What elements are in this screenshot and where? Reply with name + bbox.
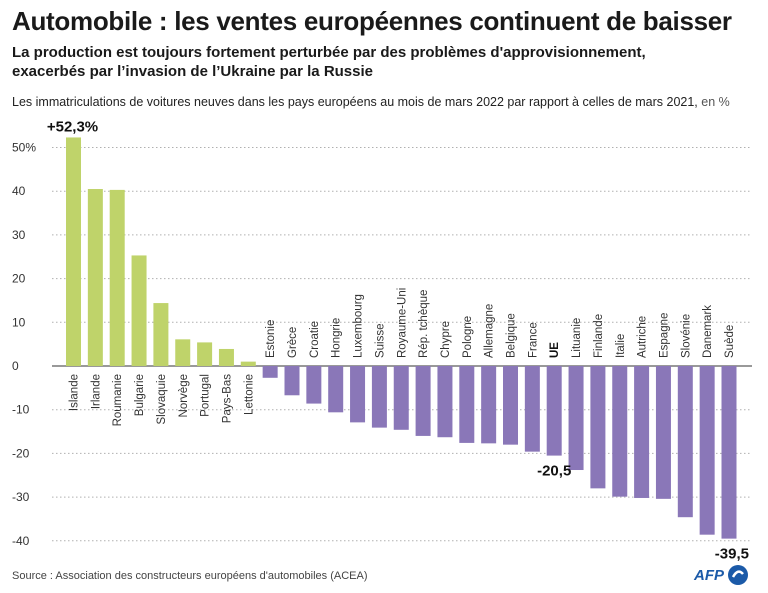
category-label: Bulgarie <box>134 374 146 416</box>
afp-logo-text: AFP <box>694 566 724 584</box>
bar-irlande <box>87 189 103 366</box>
category-label: UE <box>549 342 561 358</box>
grid-layer <box>52 147 752 542</box>
category-label: Roumanie <box>112 374 124 426</box>
bar-lituanie <box>568 366 584 471</box>
category-label: Belgique <box>506 313 518 358</box>
data-label: -39,5 <box>715 546 749 563</box>
category-label: Italie <box>615 334 627 358</box>
category-label: Danemark <box>702 305 714 358</box>
bar-islande <box>66 137 81 366</box>
afp-logo: AFP <box>694 564 749 586</box>
y-tick-label: -30 <box>12 490 30 504</box>
category-label: Pologne <box>462 316 474 358</box>
description-unit: en % <box>697 95 730 109</box>
bar-autriche <box>634 366 650 498</box>
bar-slovaquie <box>153 303 169 366</box>
category-label: Slovénie <box>680 314 692 358</box>
bar-hongrie <box>328 366 344 413</box>
bar-bulgarie <box>131 255 147 366</box>
category-label: Lettonie <box>243 374 255 415</box>
category-label: France <box>527 322 539 358</box>
bar-ue <box>546 366 562 456</box>
category-label: Irlande <box>90 374 102 409</box>
bar-roumanie <box>109 189 125 366</box>
y-tick-label: -40 <box>12 534 30 548</box>
bar-estonie <box>262 366 278 378</box>
bar-lettonie <box>240 361 256 366</box>
bar-suisse <box>371 366 387 428</box>
data-label: -20,5 <box>537 463 571 480</box>
bar-su-de <box>721 366 737 539</box>
bar-portugal <box>197 342 213 366</box>
category-label: Croatie <box>309 321 321 358</box>
bar-pays-bas <box>218 348 234 366</box>
bar-r-p-tch-que <box>415 366 431 436</box>
description-text: Les immatriculations de voitures neuves … <box>12 95 698 109</box>
category-label: Allemagne <box>484 304 496 358</box>
category-label: Autriche <box>637 316 649 358</box>
bar-norv-ge <box>175 339 191 366</box>
chart-subtitle-line-2: exacerbés par l’invasion de l’Ukraine pa… <box>12 63 374 80</box>
category-label: Portugal <box>200 374 212 417</box>
category-label: Chypre <box>440 321 452 358</box>
bar-france <box>524 366 540 452</box>
category-label: Pays-Bas <box>221 374 233 423</box>
y-tick-label: 0 <box>12 359 19 373</box>
source-note: Source : Association des constructeurs e… <box>12 570 368 582</box>
afp-logo-icon <box>728 565 748 585</box>
category-label: Hongrie <box>331 318 343 358</box>
y-tick-label: 30 <box>12 228 26 242</box>
category-label: Norvège <box>178 374 190 417</box>
bar-belgique <box>503 366 518 445</box>
bar-danemark <box>699 366 715 535</box>
bar-croatie <box>306 366 322 404</box>
category-label: Slovaquie <box>156 374 168 425</box>
label-layer: -40 -30 -20 -10 0 10 20 30 40 50% Islande Irlande Ro… <box>12 118 749 562</box>
data-label: +52,3% <box>47 118 98 135</box>
category-label: Suède <box>724 325 736 358</box>
y-tick-label: 20 <box>12 272 26 286</box>
bar-chypre <box>437 366 453 438</box>
bar-royaume-uni <box>393 366 409 430</box>
chart-title: Automobile : les ventes européennes cont… <box>12 6 732 36</box>
category-label: Espagne <box>658 313 670 358</box>
bar-finlande <box>590 366 606 489</box>
bar-italie <box>612 366 628 497</box>
category-label: Estonie <box>265 320 277 358</box>
bar-luxembourg <box>350 366 366 423</box>
y-tick-label: 10 <box>12 315 26 329</box>
category-label: Suisse <box>374 323 386 358</box>
y-tick-label: 40 <box>12 184 26 198</box>
y-tick-label: -10 <box>12 403 30 417</box>
bar-espagne <box>655 366 671 499</box>
category-label: Grèce <box>287 327 299 358</box>
category-label: Finlande <box>593 314 605 358</box>
y-tick-label: -20 <box>12 446 30 460</box>
category-label: Lituanie <box>571 318 583 358</box>
category-label: Royaume-Uni <box>396 288 408 358</box>
category-label: Islande <box>69 374 81 411</box>
chart-description: Les immatriculations de voitures neuves … <box>12 95 730 109</box>
category-label: Luxembourg <box>353 294 365 358</box>
bar-allemagne <box>481 366 497 444</box>
bar-slov-nie <box>677 366 693 518</box>
bar-pologne <box>459 366 475 443</box>
category-label: Rép. tchèque <box>418 290 430 358</box>
chart-subtitle-line-1: La production est toujours fortement per… <box>12 44 646 61</box>
bar-gr-ce <box>284 366 300 396</box>
y-tick-label: 50% <box>12 141 36 155</box>
bar-layer <box>66 137 737 539</box>
